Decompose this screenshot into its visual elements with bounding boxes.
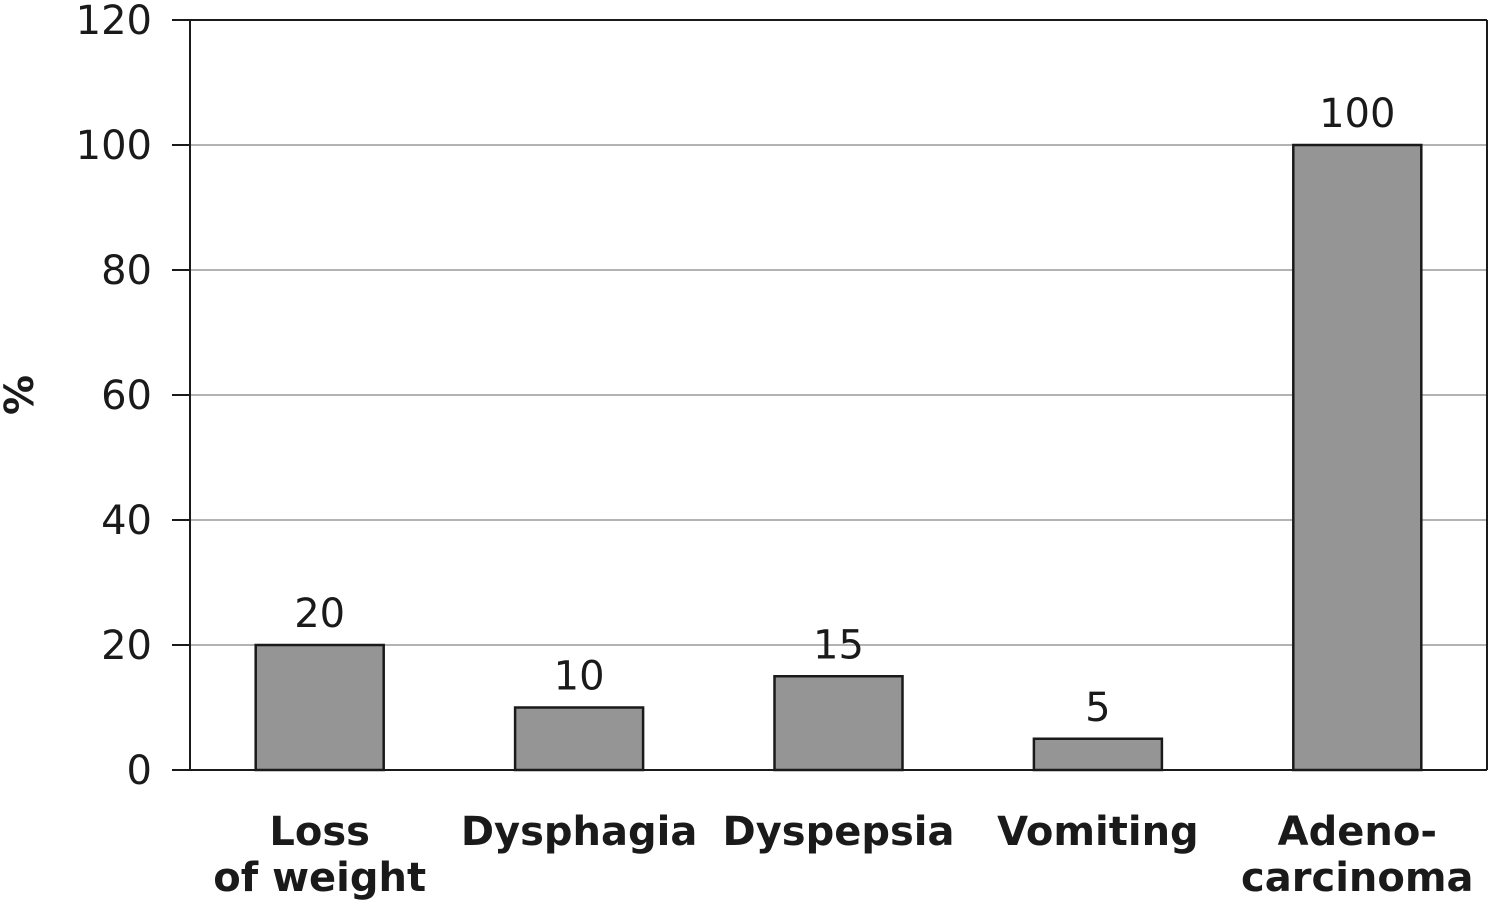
bar [513, 706, 645, 772]
y-tick-labels: 0 20 40 60 80 100 120 [76, 0, 152, 794]
y-tick-label: 100 [76, 123, 152, 169]
y-tick-label: 80 [101, 248, 152, 294]
x-category-label: Adeno-carcinoma [1241, 809, 1473, 901]
x-category-label: Dysphagia [461, 809, 698, 855]
bar [773, 675, 904, 772]
bars [254, 143, 1423, 772]
y-tick-label: 0 [127, 748, 152, 794]
bar-value-label: 15 [813, 622, 864, 668]
axes [172, 19, 1488, 771]
bar [254, 643, 385, 772]
x-category-label: Dyspepsia [723, 809, 955, 855]
x-category-label: Vomiting [997, 809, 1199, 855]
y-tick-label: 120 [76, 0, 152, 44]
gridlines [190, 19, 1487, 646]
y-axis-title: % [0, 375, 43, 415]
bar-value-label: 5 [1085, 685, 1110, 731]
value-labels: 20 10 15 5 100 [294, 91, 1395, 731]
y-tick-label: 60 [101, 373, 152, 419]
y-tick-label: 40 [101, 498, 152, 544]
x-category-label: Loss of weight [213, 809, 426, 901]
bar [1292, 143, 1423, 772]
bar-value-label: 10 [554, 654, 605, 700]
bar [1032, 737, 1164, 772]
y-tick-label: 20 [101, 623, 152, 669]
bar-value-label: 100 [1319, 91, 1395, 137]
bar-value-label: 20 [294, 591, 345, 637]
category-labels: Loss of weight Dysphagia Dyspepsia Vomiting A… [213, 809, 1473, 901]
